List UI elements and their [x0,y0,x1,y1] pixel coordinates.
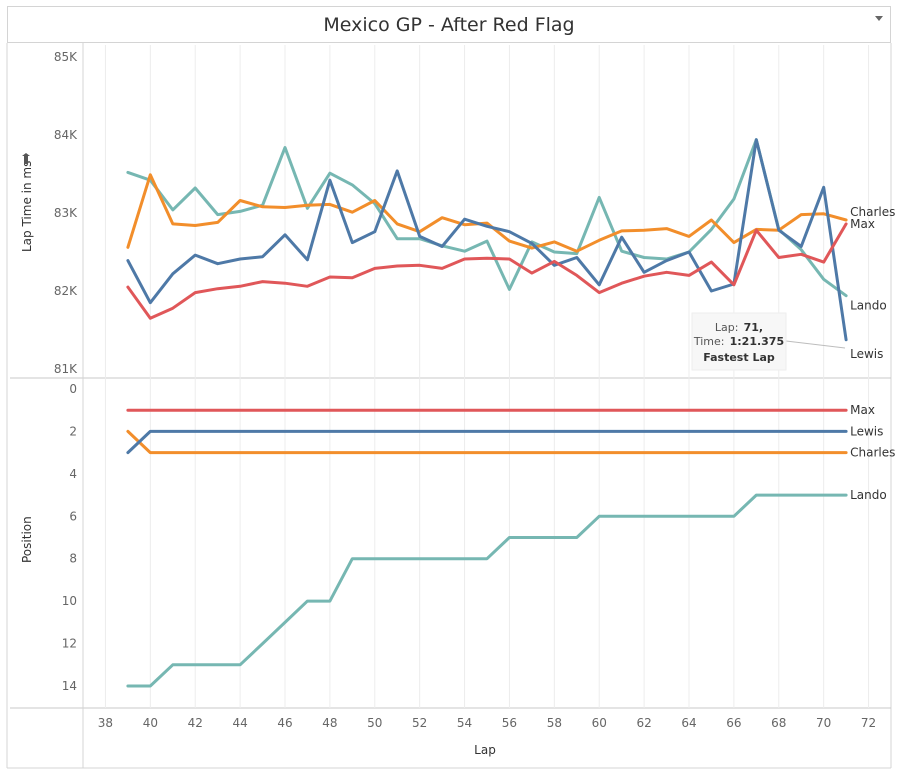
lap-time-end-label-lando: Lando [850,299,887,313]
lap-time-line-max[interactable] [126,222,848,320]
y-tick-labels: 85K 84K 83K 82K 81K 0 2 4 6 8 10 12 14 [54,50,78,693]
x-tick-label: 68 [771,716,786,730]
annotation-note: Fastest Lap [703,351,775,364]
y-tick-label-lap-time: 82K [54,284,78,298]
y-tick-label-lap-time: 81K [54,362,78,376]
y-tick-label-lap-time: 84K [54,128,78,142]
lap-time-line-lando[interactable] [126,138,848,298]
title-bar: Mexico GP - After Red Flag [7,6,891,43]
y-tick-label-lap-time: 83K [54,206,78,220]
lap-time-end-label-lewis: Lewis [850,347,883,361]
x-tick-label: 70 [816,716,831,730]
svg-text:Time: 1:21.375: Time: 1:21.375 [693,330,784,349]
y-tick-label-position: 10 [62,594,77,608]
x-tick-label: 44 [232,716,247,730]
y-axis-title-lap-time: Lap Time in ms [20,161,34,252]
x-tick-label: 38 [98,716,113,730]
x-tick-label: 64 [681,716,696,730]
position-end-label-lewis: Lewis [850,424,883,438]
lap-time-line-lewis[interactable] [126,138,848,342]
y-tick-label-position: 4 [69,467,77,481]
y-axis-title-position: Position [20,516,34,563]
position-line-lando[interactable] [126,493,848,688]
annotation-lap-label: Lap: [715,321,739,334]
position-end-label-charles: Charles [850,446,895,460]
x-tick-label: 46 [277,716,292,730]
lap-time-end-label-charles: Charles [850,205,895,219]
lap-time-line-charles[interactable] [126,173,848,253]
x-tick-label: 40 [143,716,158,730]
x-tick-label: 48 [322,716,337,730]
x-axis-title: Lap [474,743,496,757]
lap-time-end-label-max: Max [850,217,875,231]
annotation-time-label: Time: [693,335,725,348]
svg-text:Lap: 71,: Lap: 71, [715,316,763,335]
x-tick-label: 58 [547,716,562,730]
annotation-time-value: 1:21.375 [730,335,785,348]
position-end-label-lando: Lando [850,488,887,502]
x-tick-label: 66 [726,716,741,730]
pin-icon[interactable] [22,153,30,164]
x-tick-label: 62 [636,716,651,730]
annotation-lap-value: 71, [744,321,764,334]
y-tick-label-position: 14 [62,679,77,693]
x-tick-label: 50 [367,716,382,730]
position-line-charles[interactable] [126,429,848,455]
series-end-labels: Max Lewis Charles Lando Max Lewis Charles Lando [850,205,895,502]
chart-title: Mexico GP - After Red Flag [323,13,575,36]
position-line-lewis[interactable] [126,429,848,455]
chart-frame [6,43,892,769]
series-lines [126,138,848,688]
y-tick-label-position: 12 [62,637,77,651]
x-tick-label: 56 [502,716,517,730]
x-tick-labels: 38 40 42 44 46 48 50 52 54 56 58 60 62 64 66 68 70 72 [98,716,876,730]
chevron-down-icon[interactable] [875,16,883,21]
y-tick-label-position: 2 [69,424,77,438]
x-tick-label: 42 [188,716,203,730]
y-tick-label-position: 6 [69,509,77,523]
fastest-lap-annotation: Lap: 71, Time: 1:21.375 Fastest Lap [691,312,846,371]
x-tick-label: 54 [457,716,472,730]
y-tick-label-lap-time: 85K [54,50,78,64]
x-tick-label: 52 [412,716,427,730]
position-end-label-max: Max [850,403,875,417]
y-tick-label-position: 8 [69,552,77,566]
x-tick-label: 72 [861,716,876,730]
y-tick-label-position: 0 [69,382,77,396]
x-tick-label: 60 [592,716,607,730]
